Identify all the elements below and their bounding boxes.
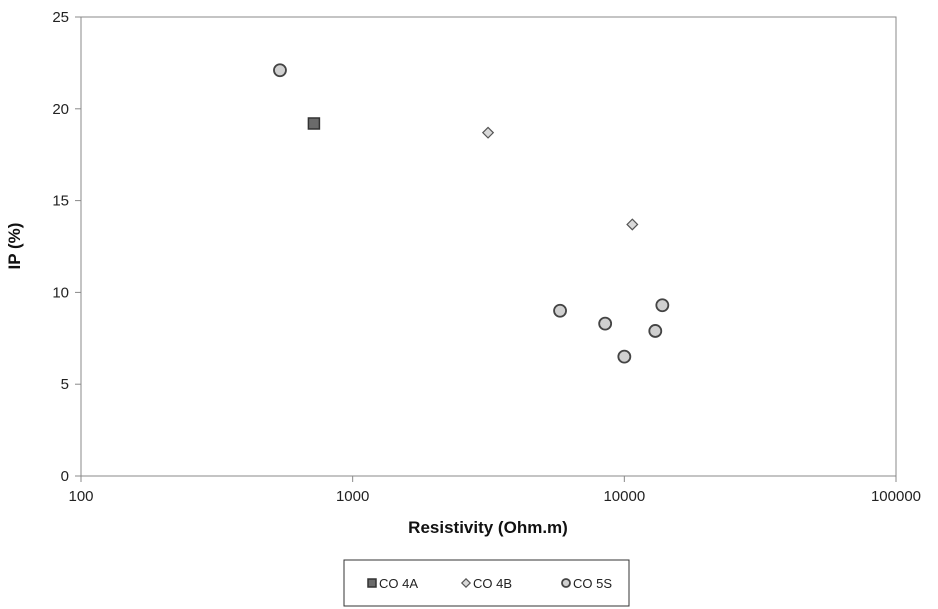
x-axis-title: Resistivity (Ohm.m) [408, 518, 568, 537]
data-point-co-4b [626, 218, 639, 231]
data-point-co-5s [655, 298, 670, 313]
x-tick-label: 100 [68, 488, 93, 505]
data-point-co-4b [481, 126, 495, 139]
data-point-co-5s [617, 349, 632, 364]
y-tick-label: 15 [52, 193, 69, 210]
data-point-co-5s [598, 316, 613, 331]
legend-items: CO 4A CO 4B CO 5S [367, 576, 612, 591]
data-point-co-5s [273, 63, 287, 78]
plot-area [80, 16, 897, 477]
x-tick-label: 10000 [603, 488, 645, 505]
y-tick-label: 5 [61, 376, 69, 393]
legend-box [343, 559, 630, 607]
data-point-co-5s [553, 303, 567, 318]
legend-label-co-4b: CO 4B [473, 576, 512, 591]
x-tick-label: 1000 [336, 488, 369, 505]
y-axis: 0 5 10 15 20 25 [52, 9, 81, 485]
legend-marker-co-4b [460, 577, 472, 589]
data-points [273, 63, 670, 364]
y-tick-label: 20 [52, 101, 69, 118]
legend-label-co-5s: CO 5S [573, 576, 612, 591]
data-point-co-5s [648, 324, 663, 338]
x-tick-label: 100000 [871, 488, 921, 505]
legend-label-co-4a: CO 4A [379, 576, 418, 591]
data-point-co-4a [307, 117, 321, 130]
legend-marker-co-4a [367, 578, 377, 588]
legend-marker-co-5s [561, 578, 571, 588]
legend: CO 4A CO 4B CO 5S [343, 559, 630, 607]
y-axis-title: IP (%) [5, 223, 24, 270]
y-tick-label: 25 [52, 9, 69, 26]
y-tick-label: 10 [52, 284, 69, 301]
x-axis: 100 1000 10000 100000 [68, 476, 921, 505]
y-tick-label: 0 [61, 468, 69, 485]
